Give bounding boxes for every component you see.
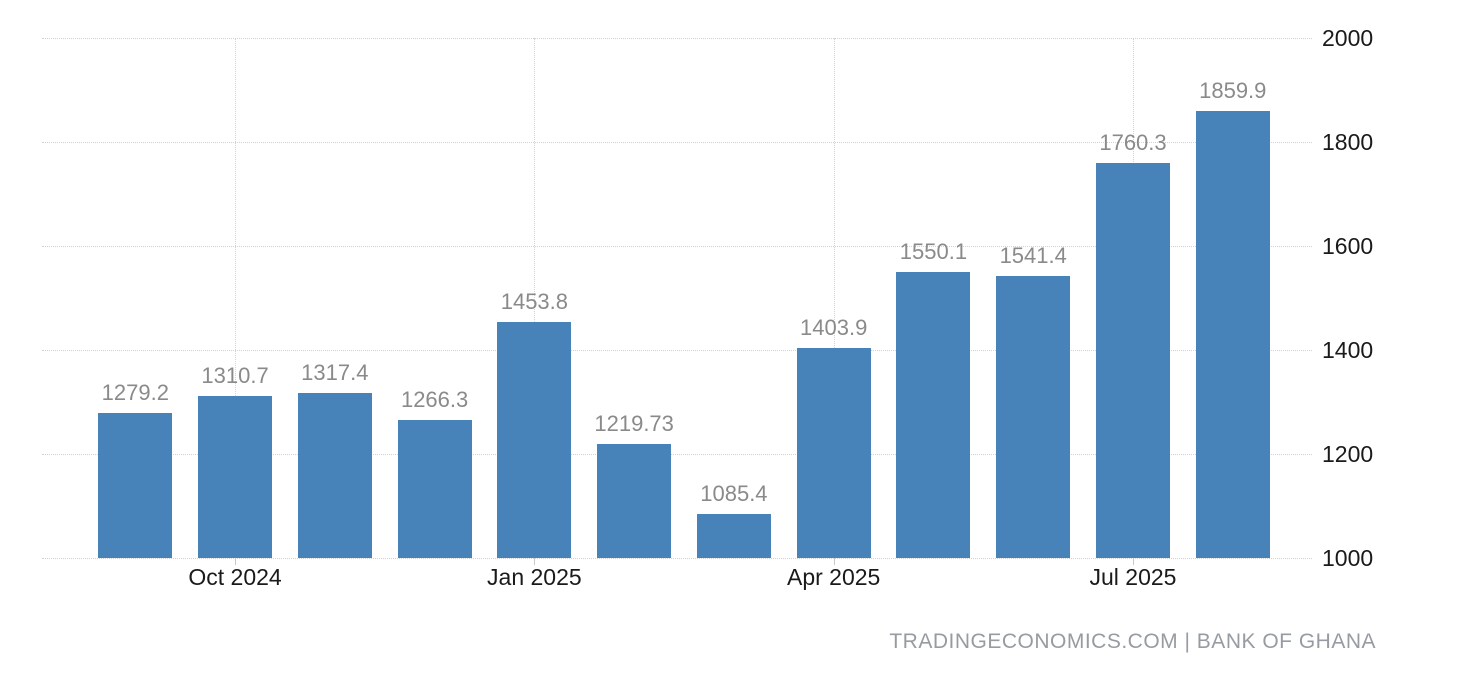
bar[interactable] — [98, 412, 173, 558]
bar-value-label: 1310.7 — [201, 363, 269, 389]
y-gridline — [42, 350, 1312, 351]
x-gridline — [235, 38, 237, 558]
y-gridline — [42, 38, 1312, 39]
y-axis-tick-label: 1800 — [1322, 129, 1374, 155]
bar-value-label: 1085.4 — [700, 480, 768, 506]
bar-value-label: 1453.8 — [500, 289, 569, 315]
y-axis-tick-label: 2000 — [1322, 25, 1374, 51]
y-axis-tick-label: 1400 — [1322, 337, 1374, 363]
y-gridline — [42, 246, 1312, 247]
bar[interactable] — [996, 276, 1071, 558]
bar[interactable] — [397, 419, 472, 558]
y-axis-tick-label: 1000 — [1322, 545, 1374, 571]
x-axis-tick-mark — [235, 558, 237, 565]
x-axis-tick-mark — [833, 558, 835, 565]
y-gridline — [42, 454, 1312, 455]
y-gridline — [42, 142, 1312, 143]
bar-value-label: 1541.4 — [999, 243, 1067, 269]
bar[interactable] — [597, 443, 672, 558]
bar-value-label: 1550.1 — [899, 238, 968, 264]
y-axis-tick-label: 1600 — [1322, 233, 1374, 259]
bar[interactable] — [497, 322, 572, 558]
bar-value-label: 1317.4 — [301, 359, 369, 385]
bar[interactable] — [796, 347, 871, 558]
x-gridline — [833, 38, 835, 558]
x-axis-tick-mark — [534, 558, 536, 565]
bar[interactable] — [1096, 162, 1170, 558]
bar[interactable] — [896, 271, 971, 558]
bar[interactable] — [1195, 110, 1270, 558]
bar[interactable] — [297, 392, 372, 558]
y-axis-tick-label: 1200 — [1322, 441, 1374, 467]
bar-value-label: 1266.3 — [400, 386, 469, 412]
x-axis-tick-mark — [1133, 558, 1134, 565]
chart-attribution: TRADINGECONOMICS.COM | BANK OF GHANA — [889, 630, 1376, 653]
x-axis-tick-label: Oct 2024 — [188, 564, 282, 590]
y-gridline — [42, 558, 1312, 559]
x-axis-tick-label: Jan 2025 — [487, 564, 582, 590]
bar-value-label: 1279.2 — [101, 379, 169, 405]
bar-value-label: 1859.9 — [1199, 77, 1267, 103]
x-axis-tick-label: Jul 2025 — [1089, 564, 1177, 590]
x-gridline — [534, 38, 536, 558]
bar[interactable] — [696, 513, 771, 558]
bar-value-label: 1760.3 — [1099, 129, 1167, 155]
x-axis-tick-label: Apr 2025 — [787, 564, 881, 590]
bar[interactable] — [198, 396, 273, 558]
bar-value-label: 1403.9 — [800, 314, 868, 340]
bar-value-label: 1219.73 — [594, 410, 674, 436]
